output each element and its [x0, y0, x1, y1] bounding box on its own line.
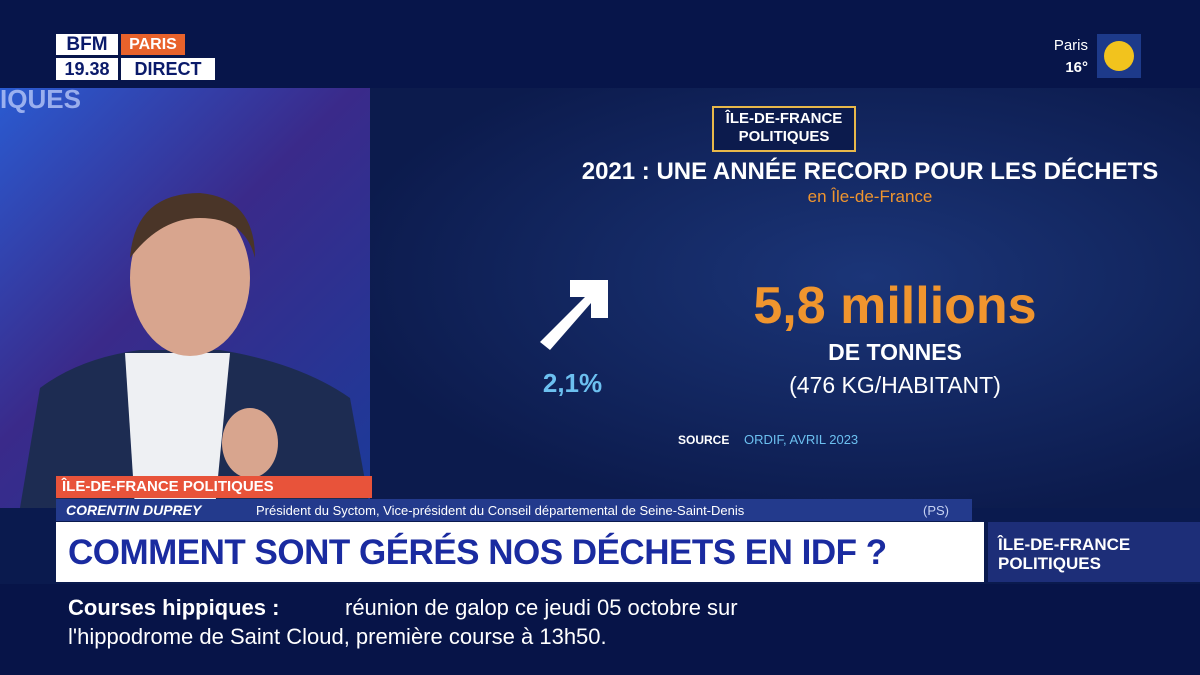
weather-temp: 16° — [1065, 59, 1088, 76]
logo-line: ÎLE-DE-FRANCE — [998, 535, 1131, 554]
hair — [130, 193, 255, 258]
guest-name: CORENTIN DUPREY — [66, 502, 202, 518]
background-text: IQUES — [0, 84, 81, 114]
clock: 19.38 — [56, 58, 118, 80]
badge — [712, 106, 856, 152]
badge-line: POLITIQUES — [738, 128, 830, 145]
source-label: SOURCE — [678, 433, 730, 447]
guest-party: (PS) — [923, 503, 949, 518]
headline-bar — [56, 522, 984, 582]
ticker-topic: Courses hippiques : — [68, 595, 280, 620]
shirt — [125, 353, 230, 508]
sun-icon — [1104, 41, 1134, 71]
infographic-panel — [370, 88, 1200, 508]
arrow — [540, 280, 608, 350]
presenter — [20, 193, 370, 508]
infographic-title: 2021 : UNE ANNÉE RECORD POUR LES DÉCHETS — [581, 158, 1159, 185]
live-tag: DIRECT — [121, 58, 215, 80]
city-tag: PARIS — [121, 34, 185, 55]
logo-line: POLITIQUES — [998, 554, 1101, 573]
ticker-text: l'hippodrome de Saint Cloud, première co… — [68, 624, 607, 649]
per-capita: (476 KG/HABITANT) — [789, 372, 1001, 398]
ticker-bar — [0, 584, 1200, 675]
program-tag: ÎLE-DE-FRANCE POLITIQUES — [56, 476, 372, 498]
infographic-subtitle: en Île-de-France — [807, 187, 933, 206]
brand: BFM — [56, 34, 118, 55]
change: 2,1% — [542, 368, 603, 398]
logo-bar — [988, 522, 1200, 582]
guest-role: Président du Syctom, Vice-président du C… — [256, 503, 745, 518]
ticker-text: réunion de galop ce jeudi 05 octobre sur — [345, 595, 738, 620]
up-arrow — [540, 280, 608, 350]
source: ORDIF, AVRIL 2023 — [744, 432, 859, 447]
hand — [222, 408, 278, 478]
guest-bar — [56, 499, 972, 521]
unit: DE TONNES — [828, 339, 962, 365]
weather-city: Paris — [1053, 37, 1088, 54]
face — [130, 200, 250, 356]
headline: COMMENT SONT GÉRÉS NOS DÉCHETS EN IDF ? — [68, 533, 887, 572]
amount: 5,8 millions — [753, 277, 1037, 335]
badge-line: ÎLE-DE-FRANCE — [725, 110, 843, 127]
